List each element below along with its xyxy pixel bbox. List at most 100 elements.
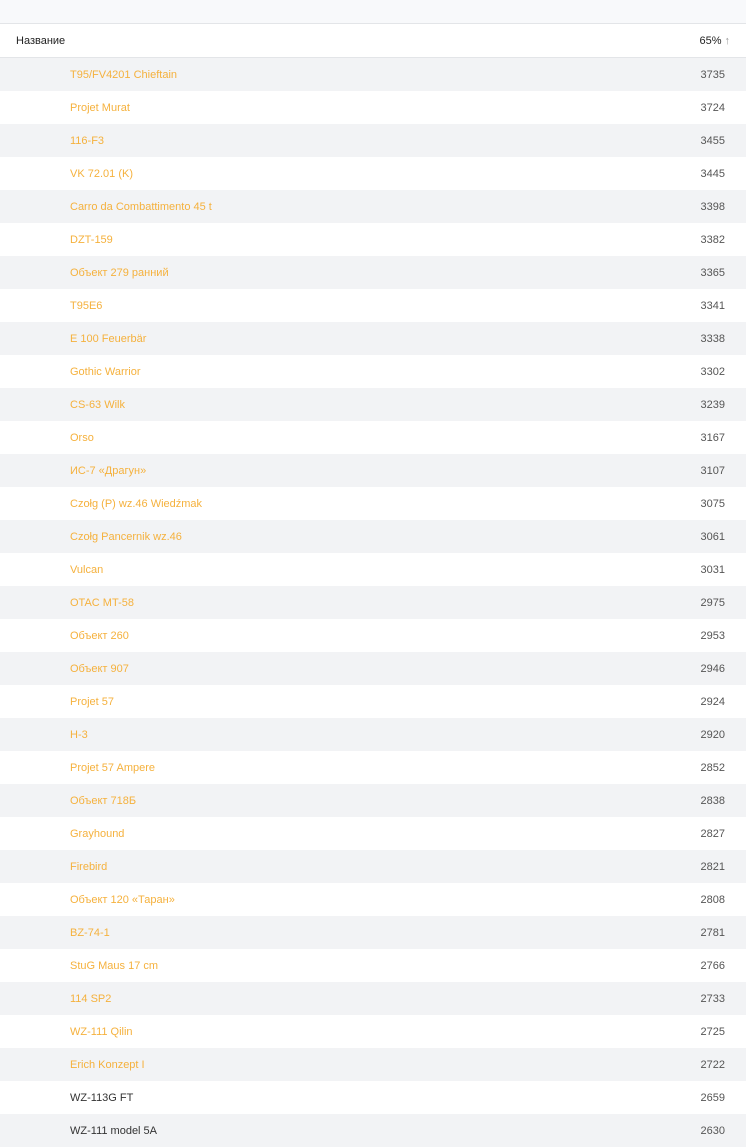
table-row[interactable]: WZ-111 Qilin 2725 [0, 1015, 746, 1048]
row-name[interactable]: CS-63 Wilk [70, 398, 126, 411]
table-row[interactable]: BZ-74-1 2781 [0, 916, 746, 949]
row-value: 3031 [700, 563, 725, 576]
row-value: 3735 [700, 68, 725, 81]
row-name[interactable]: WZ-111 Qilin [70, 1025, 133, 1038]
row-value: 3075 [700, 497, 725, 510]
row-name[interactable]: Orso [70, 431, 94, 444]
column-header-value[interactable]: 65% ↑ [699, 35, 730, 47]
row-value: 3398 [700, 200, 725, 213]
table-row[interactable]: Czołg Pancernik wz.46 3061 [0, 520, 746, 553]
row-name[interactable]: Erich Konzept I [70, 1058, 145, 1071]
table-row[interactable]: Czołg (P) wz.46 Wiedźmak 3075 [0, 487, 746, 520]
table-row[interactable]: WZ-113G FT 2659 [0, 1081, 746, 1114]
table-row[interactable]: Объект 260 2953 [0, 619, 746, 652]
row-value: 2725 [700, 1025, 725, 1038]
table-row[interactable]: Firebird 2821 [0, 850, 746, 883]
row-value: 2733 [700, 992, 725, 1005]
row-name[interactable]: 116-F3 [70, 134, 105, 147]
row-value: 3302 [700, 365, 725, 378]
table-row[interactable]: Erich Konzept I 2722 [0, 1048, 746, 1081]
table-row[interactable]: Объект 279 ранний 3365 [0, 256, 746, 289]
table-row[interactable]: OTAC MT-58 2975 [0, 586, 746, 619]
row-name[interactable]: Czołg (P) wz.46 Wiedźmak [70, 497, 203, 510]
row-value: 2920 [700, 728, 725, 741]
row-name[interactable]: Projet 57 Ampere [70, 761, 155, 774]
table-row[interactable]: VK 72.01 (K) 3445 [0, 157, 746, 190]
row-value: 2808 [700, 893, 725, 906]
row-name[interactable]: StuG Maus 17 cm [70, 959, 159, 972]
table-row[interactable]: Projet 57 2924 [0, 685, 746, 718]
row-name[interactable]: 114 SP2 [70, 992, 112, 1005]
row-name[interactable]: H-3 [70, 728, 88, 741]
table-row[interactable]: Vulcan 3031 [0, 553, 746, 586]
row-name[interactable]: VK 72.01 (K) [70, 167, 133, 180]
table-row[interactable]: T95/FV4201 Chieftain 3735 [0, 58, 746, 91]
row-value: 2946 [700, 662, 725, 675]
row-value: 3445 [700, 167, 725, 180]
row-value: 2659 [700, 1091, 725, 1104]
row-value: 2924 [700, 695, 725, 708]
table-row[interactable]: DZT-159 3382 [0, 223, 746, 256]
row-value: 2766 [700, 959, 725, 972]
column-header-name[interactable]: Название [16, 34, 66, 47]
row-value: 3167 [700, 431, 725, 444]
row-value: 2852 [700, 761, 725, 774]
row-value: 2722 [700, 1058, 725, 1071]
table-row[interactable]: Projet 57 Ampere 2852 [0, 751, 746, 784]
row-value: 2975 [700, 596, 725, 609]
row-name[interactable]: T95E6 [70, 299, 103, 312]
table-row[interactable]: E 100 Feuerbär 3338 [0, 322, 746, 355]
row-value: 2838 [700, 794, 725, 807]
table-row[interactable]: 114 SP2 2733 [0, 982, 746, 1015]
row-name[interactable]: DZT-159 [70, 233, 113, 246]
row-name[interactable]: Grayhound [70, 827, 125, 840]
table-row[interactable]: T95E6 3341 [0, 289, 746, 322]
row-name[interactable]: BZ-74-1 [70, 926, 110, 939]
row-value: 3061 [700, 530, 725, 543]
row-name[interactable]: Объект 718Б [70, 794, 137, 807]
table-row[interactable]: Gothic Warrior 3302 [0, 355, 746, 388]
row-value: 3107 [700, 464, 725, 477]
row-name[interactable]: Объект 279 ранний [70, 266, 169, 279]
row-value: 3365 [700, 266, 725, 279]
table-row[interactable]: WZ-111 model 5A 2630 [0, 1114, 746, 1147]
row-name[interactable]: WZ-113G FT [70, 1091, 134, 1104]
table-row[interactable]: Orso 3167 [0, 421, 746, 454]
row-name[interactable]: Объект 120 «Таран» [70, 893, 175, 906]
row-name[interactable]: ИС-7 «Драгун» [70, 464, 147, 477]
row-name[interactable]: Carro da Combattimento 45 t [70, 200, 212, 213]
table-row[interactable]: Объект 718Б 2838 [0, 784, 746, 817]
table-row[interactable]: ИС-7 «Драгун» 3107 [0, 454, 746, 487]
table-row[interactable]: Grayhound 2827 [0, 817, 746, 850]
row-name[interactable]: Gothic Warrior [70, 365, 141, 378]
table-row[interactable]: CS-63 Wilk 3239 [0, 388, 746, 421]
row-value: 3724 [700, 101, 725, 114]
row-name[interactable]: Объект 260 [70, 629, 129, 642]
row-value: 2781 [700, 926, 725, 939]
table-row[interactable]: StuG Maus 17 cm 2766 [0, 949, 746, 982]
row-name[interactable]: Projet Murat [70, 101, 130, 114]
row-value: 2953 [700, 629, 725, 642]
row-name[interactable]: Vulcan [70, 563, 104, 576]
table-row[interactable]: Объект 907 2946 [0, 652, 746, 685]
table-row[interactable]: Carro da Combattimento 45 t 3398 [0, 190, 746, 223]
table-row[interactable]: Объект 120 «Таран» 2808 [0, 883, 746, 916]
arrow-up-icon: ↑ [724, 34, 731, 47]
row-value: 2821 [700, 860, 725, 873]
row-name[interactable]: Объект 907 [70, 662, 129, 675]
row-name[interactable]: Projet 57 [70, 695, 115, 708]
row-name[interactable]: Czołg Pancernik wz.46 [70, 530, 182, 543]
table-header: Название 65% ↑ [0, 24, 746, 58]
row-value: 2630 [700, 1124, 725, 1137]
row-value: 3382 [700, 233, 725, 246]
row-name[interactable]: E 100 Feuerbär [70, 332, 147, 345]
row-name[interactable]: Firebird [70, 860, 108, 873]
table-row[interactable]: Projet Murat 3724 [0, 91, 746, 124]
row-value: 3341 [700, 299, 725, 312]
row-name[interactable]: OTAC MT-58 [70, 596, 134, 609]
table-row[interactable]: 116-F3 3455 [0, 124, 746, 157]
column-header-value-label: 65% [699, 34, 722, 47]
row-name[interactable]: WZ-111 model 5A [70, 1124, 158, 1137]
table-row[interactable]: H-3 2920 [0, 718, 746, 751]
row-name[interactable]: T95/FV4201 Chieftain [70, 68, 178, 81]
